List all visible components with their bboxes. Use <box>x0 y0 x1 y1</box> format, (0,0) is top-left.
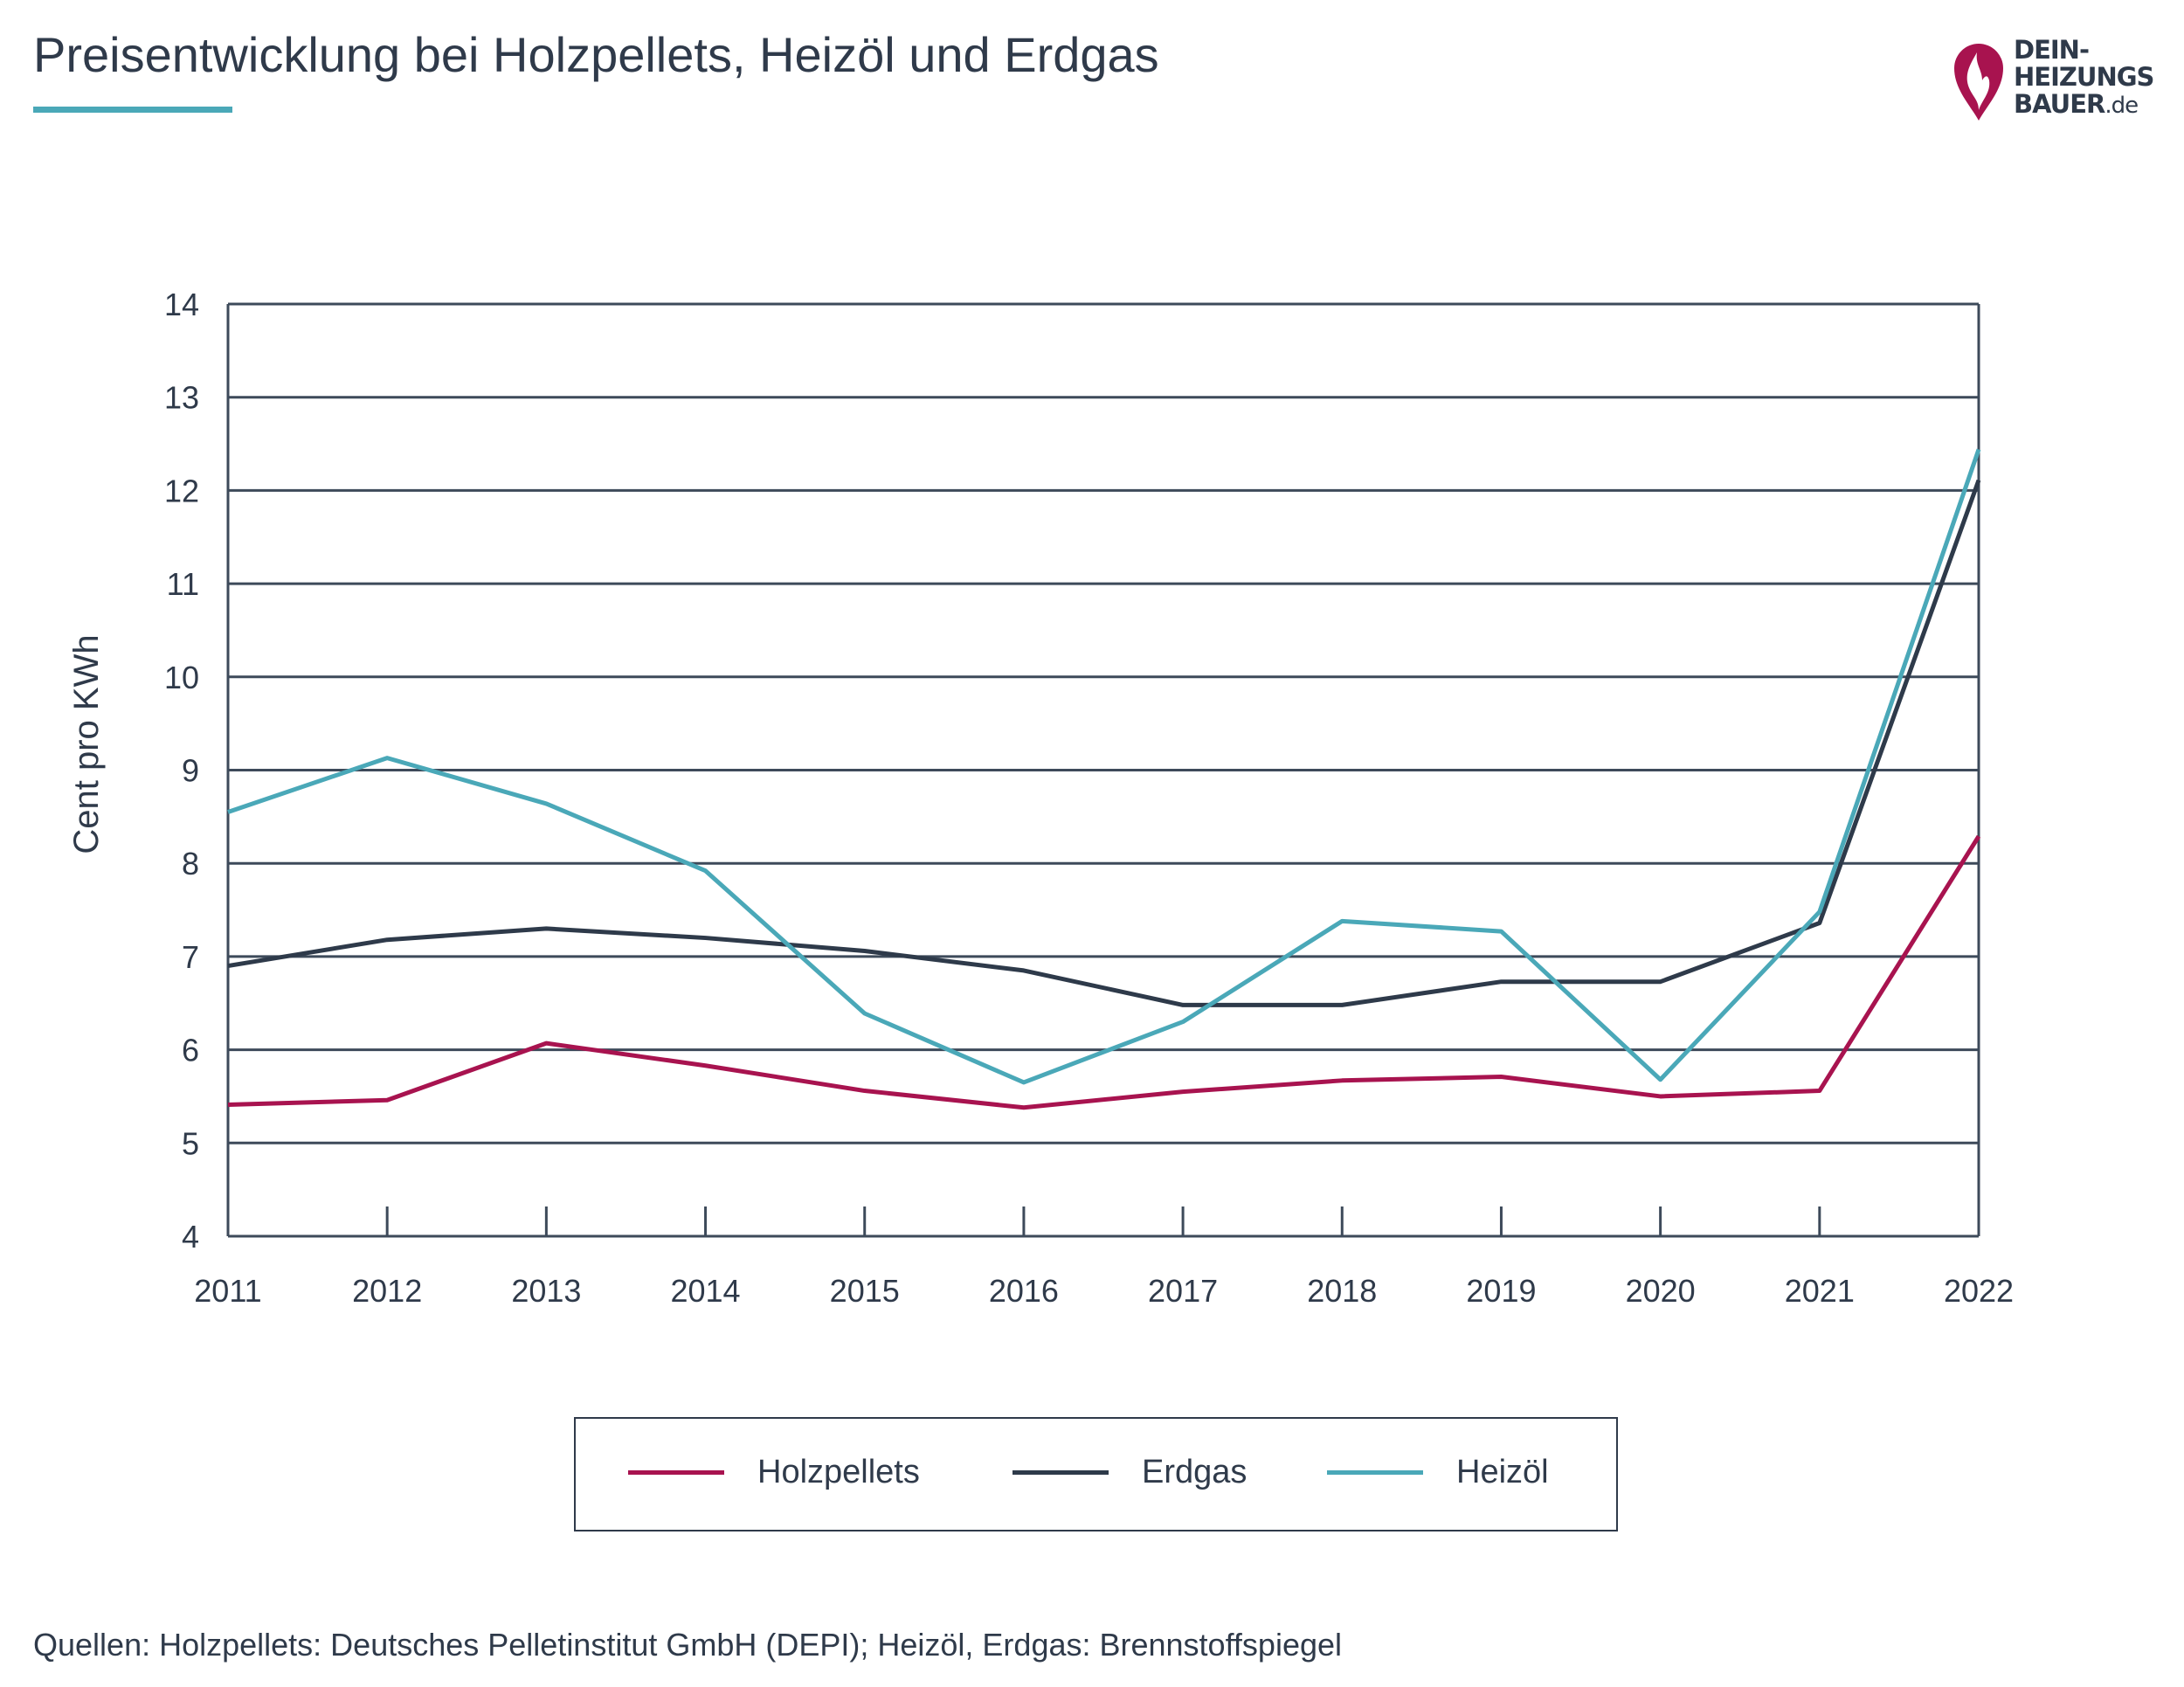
legend-item-holzpellets: Holzpellets <box>628 1454 920 1491</box>
logo-text: DEIN- HEIZUNGS BAUER.de <box>2014 35 2154 120</box>
x-tick-label: 2017 <box>1148 1273 1218 1309</box>
x-tick-label: 2015 <box>830 1273 900 1309</box>
legend-item-erdgas: Erdgas <box>1013 1454 1247 1491</box>
x-tick-label: 2020 <box>1626 1273 1696 1309</box>
y-tick-label: 6 <box>182 1033 199 1068</box>
legend-swatch-holzpellets <box>628 1470 724 1475</box>
x-tick-label: 2018 <box>1307 1273 1377 1309</box>
y-tick-label: 14 <box>164 287 199 322</box>
title-underline <box>33 107 232 113</box>
legend-swatch-heizoel <box>1327 1470 1423 1475</box>
legend: Holzpellets Erdgas Heizöl <box>574 1417 1618 1531</box>
legend-label-erdgas: Erdgas <box>1142 1454 1248 1490</box>
legend-label-heizoel: Heizöl <box>1456 1454 1549 1490</box>
logo-line-1: DEIN- <box>2014 35 2090 65</box>
y-axis-label: Cent pro KWh <box>67 634 106 854</box>
x-tick-label: 2016 <box>989 1273 1059 1309</box>
series-line-heizöl <box>227 448 1981 1085</box>
y-tick-label: 5 <box>182 1125 199 1161</box>
legend-swatch-erdgas <box>1013 1470 1109 1475</box>
y-tick-labels: 4 5 6 7 8 9 10 11 12 13 14 <box>164 287 199 1255</box>
y-tick-label: 9 <box>182 753 199 789</box>
x-tick-label: 2022 <box>1944 1273 2014 1309</box>
x-tick-label: 2019 <box>1466 1273 1536 1309</box>
page-title: Preisentwicklung bei Holzpellets, Heizöl… <box>33 27 1159 82</box>
source-note: Quellen: Holzpellets: Deutsches Pelletin… <box>33 1627 1343 1663</box>
y-tick-label: 11 <box>167 566 199 602</box>
y-tick-label: 7 <box>182 939 199 975</box>
x-tick-labels: 2011 2012 2013 2014 2015 2016 2017 2018 2019 2020… <box>194 1273 2014 1309</box>
x-tick-label: 2021 <box>1785 1273 1855 1309</box>
logo-line-2: HEIZUNGS <box>2014 62 2154 92</box>
x-tick-label: 2012 <box>352 1273 422 1309</box>
logo-line-3: BAUER <box>2014 89 2105 119</box>
y-tick-label: 13 <box>164 380 199 416</box>
series-line-holzpellets <box>227 834 1981 1110</box>
flame-pin-icon <box>1954 44 2003 121</box>
x-tick-label: 2011 <box>194 1273 261 1309</box>
x-tick-label: 2013 <box>511 1273 581 1309</box>
y-tick-label: 10 <box>164 660 199 695</box>
legend-label-holzpellets: Holzpellets <box>757 1454 920 1490</box>
y-tick-label: 4 <box>182 1219 199 1255</box>
series-line-erdgas <box>227 479 1981 1007</box>
brand-logo: DEIN- HEIZUNGS BAUER.de <box>1952 35 2162 127</box>
series-lines <box>227 448 1981 1110</box>
y-tick-label: 12 <box>164 473 199 508</box>
legend-item-heizoel: Heizöl <box>1327 1454 1549 1491</box>
logo-tld: .de <box>2105 93 2139 119</box>
x-tick-label: 2014 <box>670 1273 740 1309</box>
y-tick-label: 8 <box>182 846 199 882</box>
gridlines <box>226 302 1980 1238</box>
